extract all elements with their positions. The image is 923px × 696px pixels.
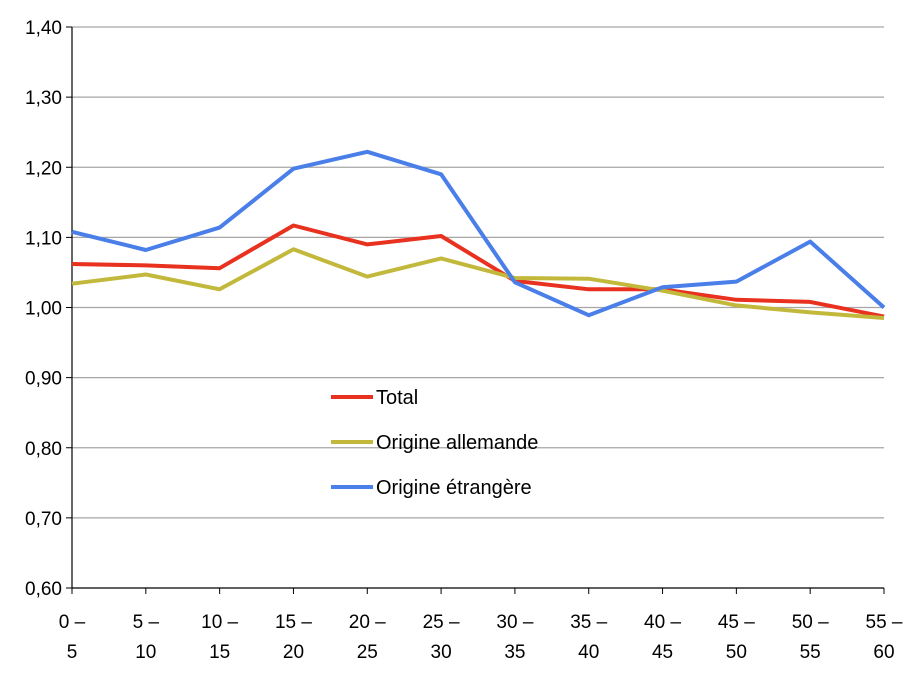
y-tick-label: 0,60 [25, 579, 62, 600]
x-tick-label: 25 –30 [423, 612, 460, 663]
legend-label: Origine étrangère [376, 477, 532, 499]
series-line-0 [71, 223, 885, 319]
x-tick-label: 10 –15 [201, 612, 238, 663]
legend-label: Origine allemande [376, 432, 538, 454]
x-tick-label: 40 –45 [644, 612, 681, 663]
legend: Total Origine allemande Origine étrangère [331, 387, 538, 499]
x-tick-label: 5 –10 [133, 612, 160, 663]
series-lines [71, 149, 886, 320]
x-axis-ticks: 0 –5 5 –10 10 –15 15 –20 20 –25 25 –30 30 –35 3… [59, 588, 903, 663]
y-tick-label: 0,70 [25, 509, 62, 530]
y-tick-label: 1,10 [25, 228, 62, 249]
legend-label: Total [376, 387, 418, 409]
series-line-2 [71, 149, 886, 318]
y-axis-ticks: 0,60 0,70 0,80 0,90 1,00 1,10 1,20 1,30 1,40 [25, 18, 72, 600]
y-tick-label: 1,20 [25, 158, 62, 179]
y-tick-label: 1,00 [25, 299, 62, 320]
x-tick-label: 50 –55 [792, 612, 829, 663]
y-tick-label: 0,90 [25, 369, 62, 390]
x-tick-label: 0 –5 [59, 612, 86, 663]
x-tick-label: 55 –60 [866, 612, 903, 663]
x-tick-label: 15 –20 [275, 612, 312, 663]
y-tick-label: 1,30 [25, 88, 62, 109]
x-tick-label: 45 –50 [718, 612, 755, 663]
x-tick-label: 35 –40 [570, 612, 607, 663]
y-tick-label: 0,80 [25, 439, 62, 460]
series-line-1 [71, 247, 885, 320]
y-tick-label: 1,40 [25, 18, 62, 39]
x-tick-label: 30 –35 [496, 612, 533, 663]
x-tick-label: 20 –25 [349, 612, 386, 663]
gridlines [72, 26, 884, 519]
